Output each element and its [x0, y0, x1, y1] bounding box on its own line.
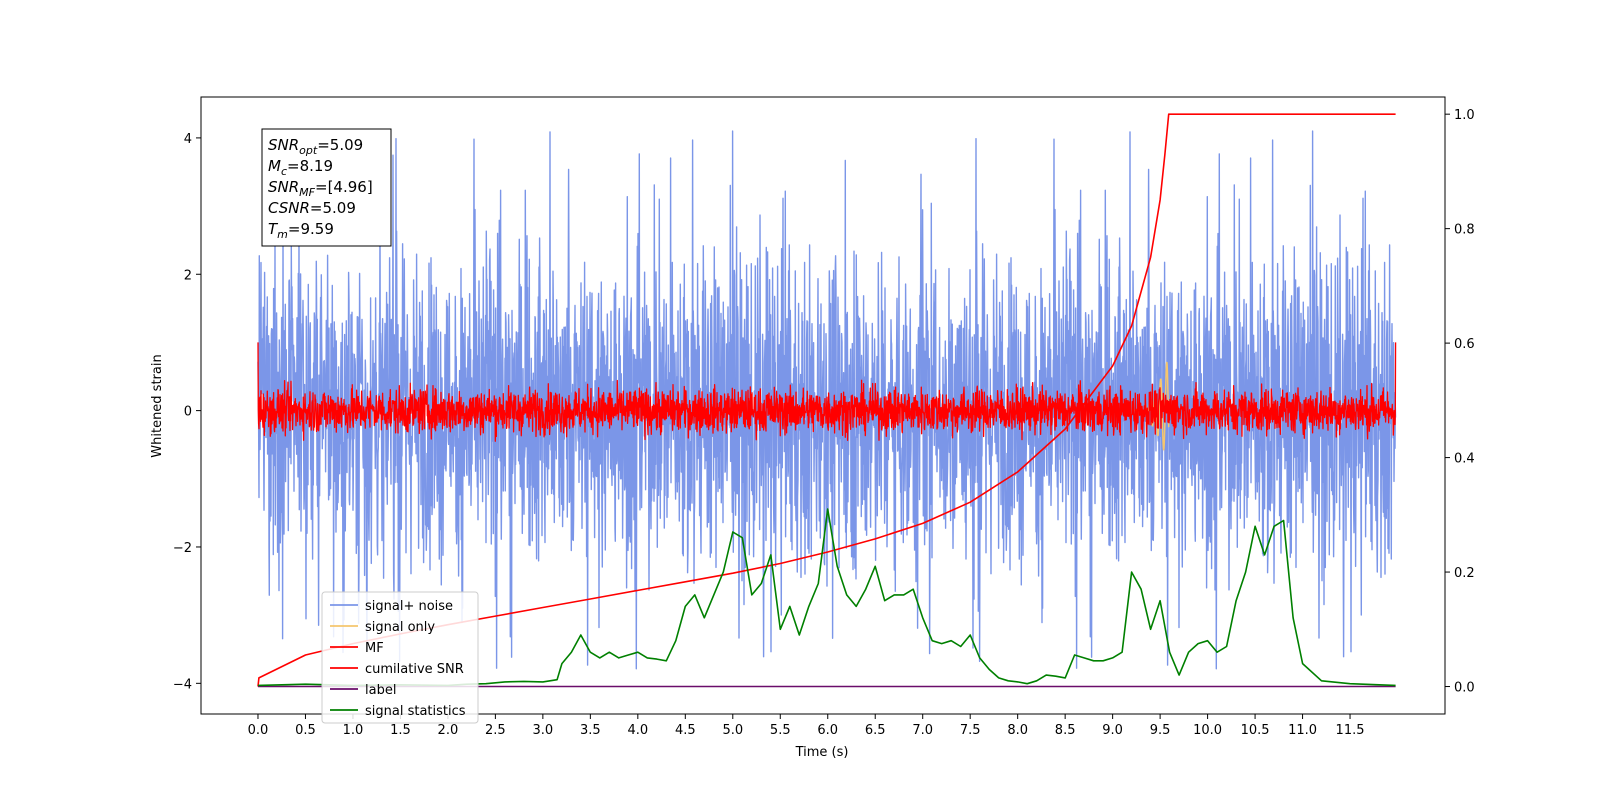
annotation-name: T	[268, 220, 279, 238]
annotation-value: =[4.96]	[315, 178, 373, 196]
annotation-name: SNR	[268, 136, 299, 154]
x-tick-label: 3.0	[533, 723, 554, 738]
legend-label: signal+ noise	[365, 599, 453, 614]
annotation-subscript: MF	[299, 186, 315, 199]
series-signal-noise	[257, 130, 1397, 670]
x-tick-label: 6.5	[865, 723, 886, 738]
annotation-line: CSNR=5.09	[268, 199, 356, 217]
y-tick-label: −4	[173, 677, 192, 692]
x-tick-label: 0.5	[295, 723, 316, 738]
legend-label: signal statistics	[365, 704, 466, 719]
x-tick-label: 10.0	[1193, 723, 1222, 738]
annotation-line: Tm=9.59	[268, 220, 334, 241]
x-tick-label: 11.5	[1336, 723, 1365, 738]
annotation-line: Mc=8.19	[268, 157, 333, 178]
x-tick-label: 11.0	[1288, 723, 1317, 738]
y2-tick-label: 0.8	[1454, 223, 1475, 238]
x-tick-label: 1.5	[390, 723, 411, 738]
y2-tick-label: 0.0	[1454, 681, 1475, 696]
x-tick-label: 10.5	[1241, 723, 1270, 738]
legend: signal+ noise signal only MF cumilative SNR…	[321, 591, 479, 724]
legend-label: MF	[365, 641, 384, 656]
x-tick-label: 2.0	[438, 723, 459, 738]
x-tick-label: 0.0	[248, 723, 269, 738]
x-tick-label: 7.5	[960, 723, 981, 738]
x-axis-label: Time (s)	[795, 745, 849, 760]
y2-tick-label: 0.2	[1454, 566, 1475, 581]
series-signal-statistics	[257, 508, 1396, 687]
legend-label: label	[365, 683, 396, 698]
x-tick-label: 4.5	[675, 723, 696, 738]
annotation-line: SNRopt=5.09	[268, 136, 363, 157]
x-tick-label: 1.0	[343, 723, 364, 738]
legend-label: cumilative SNR	[365, 662, 464, 677]
annotation-name: M	[268, 157, 281, 175]
x-tick-label: 4.0	[627, 723, 648, 738]
annotation-box: SNRopt=5.09Mc=8.19SNRMF=[4.96]CSNR=5.09T…	[261, 128, 392, 247]
y-tick-label: 2	[184, 268, 192, 283]
annotation-name: CSNR	[268, 199, 310, 217]
y-tick-label: −2	[173, 541, 192, 556]
y-tick-label: 0	[184, 405, 192, 420]
annotation-value: =5.09	[317, 136, 363, 154]
x-tick-label: 8.0	[1007, 723, 1028, 738]
annotation-line: SNRMF=[4.96]	[268, 178, 373, 199]
y-tick-label: 4	[184, 132, 192, 147]
legend-label: signal only	[365, 620, 435, 635]
annotation-subscript: c	[281, 165, 287, 178]
x-tick-label: 5.0	[722, 723, 743, 738]
y2-tick-label: 0.4	[1454, 452, 1475, 467]
y2-tick-label: 0.6	[1454, 337, 1475, 352]
y2-tick-label: 1.0	[1454, 108, 1475, 123]
x-tick-label: 8.5	[1055, 723, 1076, 738]
annotation-value: =9.59	[288, 220, 334, 238]
annotation-name: SNR	[268, 178, 299, 196]
x-tick-label: 9.5	[1150, 723, 1171, 738]
x-tick-label: 5.5	[770, 723, 791, 738]
x-tick-label: 3.5	[580, 723, 601, 738]
axes-layer: 0.0 0.5 1.0 1.5 2.0 2.5 3.0 3.5 4.0 4.5 5.0 5.5 6.0 6…	[173, 108, 1475, 738]
legend-frame	[321, 591, 479, 724]
x-tick-label: 7.0	[912, 723, 933, 738]
annotation-value: =5.09	[310, 199, 356, 217]
annotation-value: =8.19	[287, 157, 333, 175]
annotation-frame	[261, 128, 392, 247]
plot-frame	[200, 96, 1446, 715]
series-mf	[257, 342, 1397, 442]
y-axis-label: Whitened strain	[150, 354, 165, 457]
annotation-subscript: m	[277, 228, 288, 241]
x-tick-label: 9.0	[1102, 723, 1123, 738]
x-tick-label: 6.0	[817, 723, 838, 738]
annotation-subscript: opt	[299, 144, 318, 157]
x-tick-label: 2.5	[485, 723, 506, 738]
